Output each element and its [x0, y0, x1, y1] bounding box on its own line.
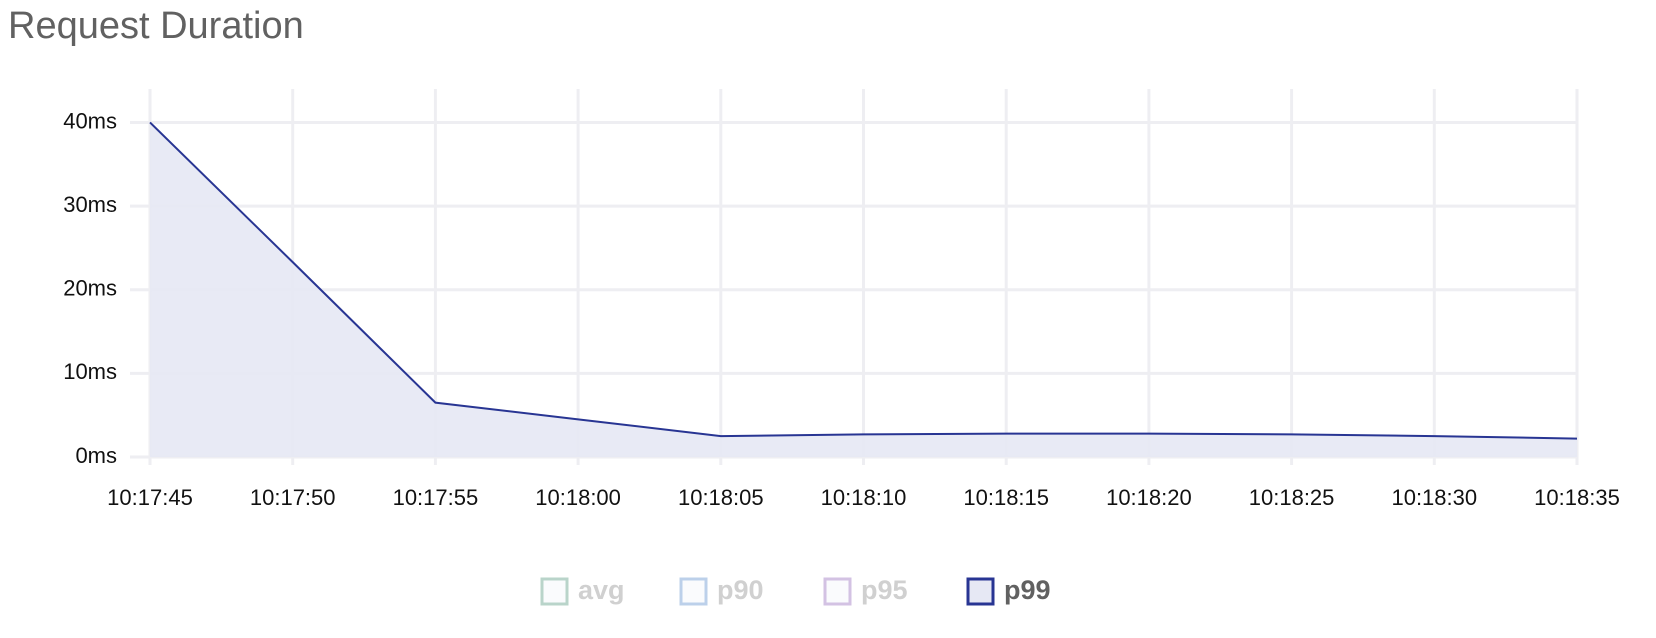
y-tick-label: 20ms [63, 276, 117, 301]
legend-swatch [679, 577, 708, 606]
x-tick-label: 10:18:00 [535, 485, 621, 510]
legend-label: p95 [861, 575, 908, 605]
x-tick-label: 10:17:55 [393, 485, 479, 510]
legend-item[interactable]: p95 [823, 575, 908, 606]
x-tick-label: 10:18:35 [1534, 485, 1620, 510]
x-tick-label: 10:18:25 [1249, 485, 1335, 510]
legend-item[interactable]: avg [540, 575, 625, 606]
legend-swatch [823, 577, 852, 606]
x-tick-label: 10:18:15 [963, 485, 1049, 510]
x-tick-label: 10:18:20 [1106, 485, 1192, 510]
y-tick-label: 30ms [63, 192, 117, 217]
x-tick-label: 10:18:05 [678, 485, 764, 510]
line [149, 121, 1578, 440]
legend-item[interactable]: p90 [679, 575, 764, 606]
y-tick-label: 10ms [63, 359, 117, 384]
x-tick-label: 10:17:45 [107, 485, 193, 510]
x-tick-label: 10:18:10 [821, 485, 907, 510]
x-tick-label: 10:17:50 [250, 485, 336, 510]
legend-item[interactable]: p99 [966, 575, 1051, 606]
legend-swatch [966, 577, 995, 606]
legend-label: p90 [717, 575, 764, 605]
y-tick-label: 40ms [63, 108, 117, 133]
x-tick-label: 10:18:30 [1391, 485, 1477, 510]
legend-swatch [540, 577, 569, 606]
legend-label: p99 [1004, 575, 1051, 605]
chart-title: Request Duration [8, 5, 304, 47]
y-tick-label: 0ms [75, 443, 117, 468]
area-fill [150, 122, 1577, 458]
legend-label: avg [578, 575, 625, 605]
